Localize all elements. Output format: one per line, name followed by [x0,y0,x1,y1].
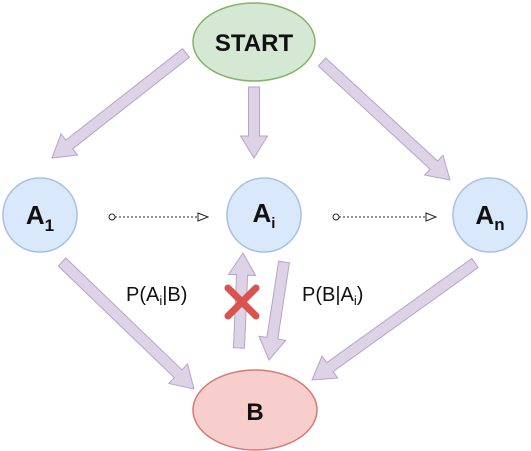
start-to-an-arrow [317,57,451,181]
ai-to-b-arrow [258,260,290,361]
blocked-cross-icon [224,284,260,320]
start-to-a1-arrow [51,47,191,159]
a1-to-ai-dotted-arrow [108,214,208,220]
an-to-b-arrow [311,257,479,381]
an-node-label: An [475,200,504,234]
start-node-label: START [215,30,294,57]
p-ai-given-b-label: P(Ai|B) [126,284,187,308]
b-node: B [192,369,318,451]
an-node: An [452,177,528,253]
start-to-ai-arrow [239,86,269,159]
ai-node-label: Ai [253,198,276,232]
start-node: START [192,2,316,82]
ai-node: Ai [226,177,302,253]
p-b-given-ai-label: P(B|Ai) [302,284,363,308]
a1-node-label: A1 [26,200,54,235]
a1-to-b-arrow [57,257,195,390]
a1-node: A1 [2,177,78,253]
b-node-label: B [246,399,263,426]
ai-to-an-dotted-arrow [332,214,436,220]
